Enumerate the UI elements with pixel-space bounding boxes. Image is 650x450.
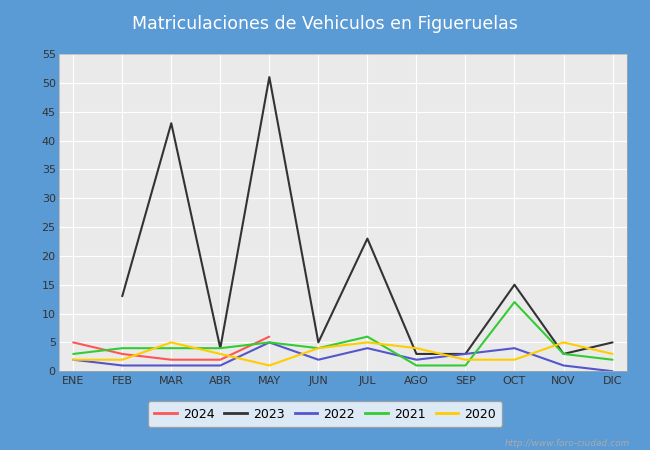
- Legend: 2024, 2023, 2022, 2021, 2020: 2024, 2023, 2022, 2021, 2020: [148, 401, 502, 427]
- 2020: [560, 340, 567, 345]
- 2023: [265, 74, 273, 80]
- 2023: [511, 282, 519, 288]
- 2024: [167, 357, 175, 362]
- Line: 2022: 2022: [73, 342, 612, 371]
- Line: 2021: 2021: [73, 302, 612, 365]
- 2021: [462, 363, 469, 368]
- 2023: [560, 351, 567, 357]
- 2024: [118, 351, 126, 357]
- Line: 2024: 2024: [73, 337, 269, 360]
- 2023: [118, 293, 126, 299]
- 2021: [560, 351, 567, 357]
- 2023: [363, 236, 371, 241]
- 2021: [413, 363, 421, 368]
- Text: Matriculaciones de Vehiculos en Figueruelas: Matriculaciones de Vehiculos en Figuerue…: [132, 14, 518, 33]
- 2021: [118, 346, 126, 351]
- Text: http://www.foro-ciudad.com: http://www.foro-ciudad.com: [505, 439, 630, 448]
- 2022: [118, 363, 126, 368]
- 2020: [462, 357, 469, 362]
- 2022: [216, 363, 224, 368]
- Line: 2020: 2020: [73, 342, 612, 365]
- 2024: [216, 357, 224, 362]
- 2023: [167, 121, 175, 126]
- 2020: [216, 351, 224, 357]
- 2022: [462, 351, 469, 357]
- 2023: [462, 351, 469, 357]
- 2022: [363, 346, 371, 351]
- 2023: [216, 346, 224, 351]
- 2022: [413, 357, 421, 362]
- 2022: [70, 357, 77, 362]
- 2020: [315, 346, 322, 351]
- 2021: [216, 346, 224, 351]
- 2020: [413, 346, 421, 351]
- 2020: [511, 357, 519, 362]
- 2021: [70, 351, 77, 357]
- 2022: [315, 357, 322, 362]
- 2024: [70, 340, 77, 345]
- 2020: [608, 351, 616, 357]
- 2021: [363, 334, 371, 339]
- 2021: [315, 346, 322, 351]
- 2020: [363, 340, 371, 345]
- 2020: [265, 363, 273, 368]
- 2023: [608, 340, 616, 345]
- 2021: [608, 357, 616, 362]
- 2022: [167, 363, 175, 368]
- 2022: [511, 346, 519, 351]
- 2024: [265, 334, 273, 339]
- 2020: [118, 357, 126, 362]
- 2022: [560, 363, 567, 368]
- 2020: [70, 357, 77, 362]
- 2021: [265, 340, 273, 345]
- 2023: [315, 340, 322, 345]
- 2022: [265, 340, 273, 345]
- 2020: [167, 340, 175, 345]
- 2021: [511, 299, 519, 305]
- 2023: [413, 351, 421, 357]
- 2022: [608, 369, 616, 374]
- Line: 2023: 2023: [122, 77, 612, 354]
- 2021: [167, 346, 175, 351]
